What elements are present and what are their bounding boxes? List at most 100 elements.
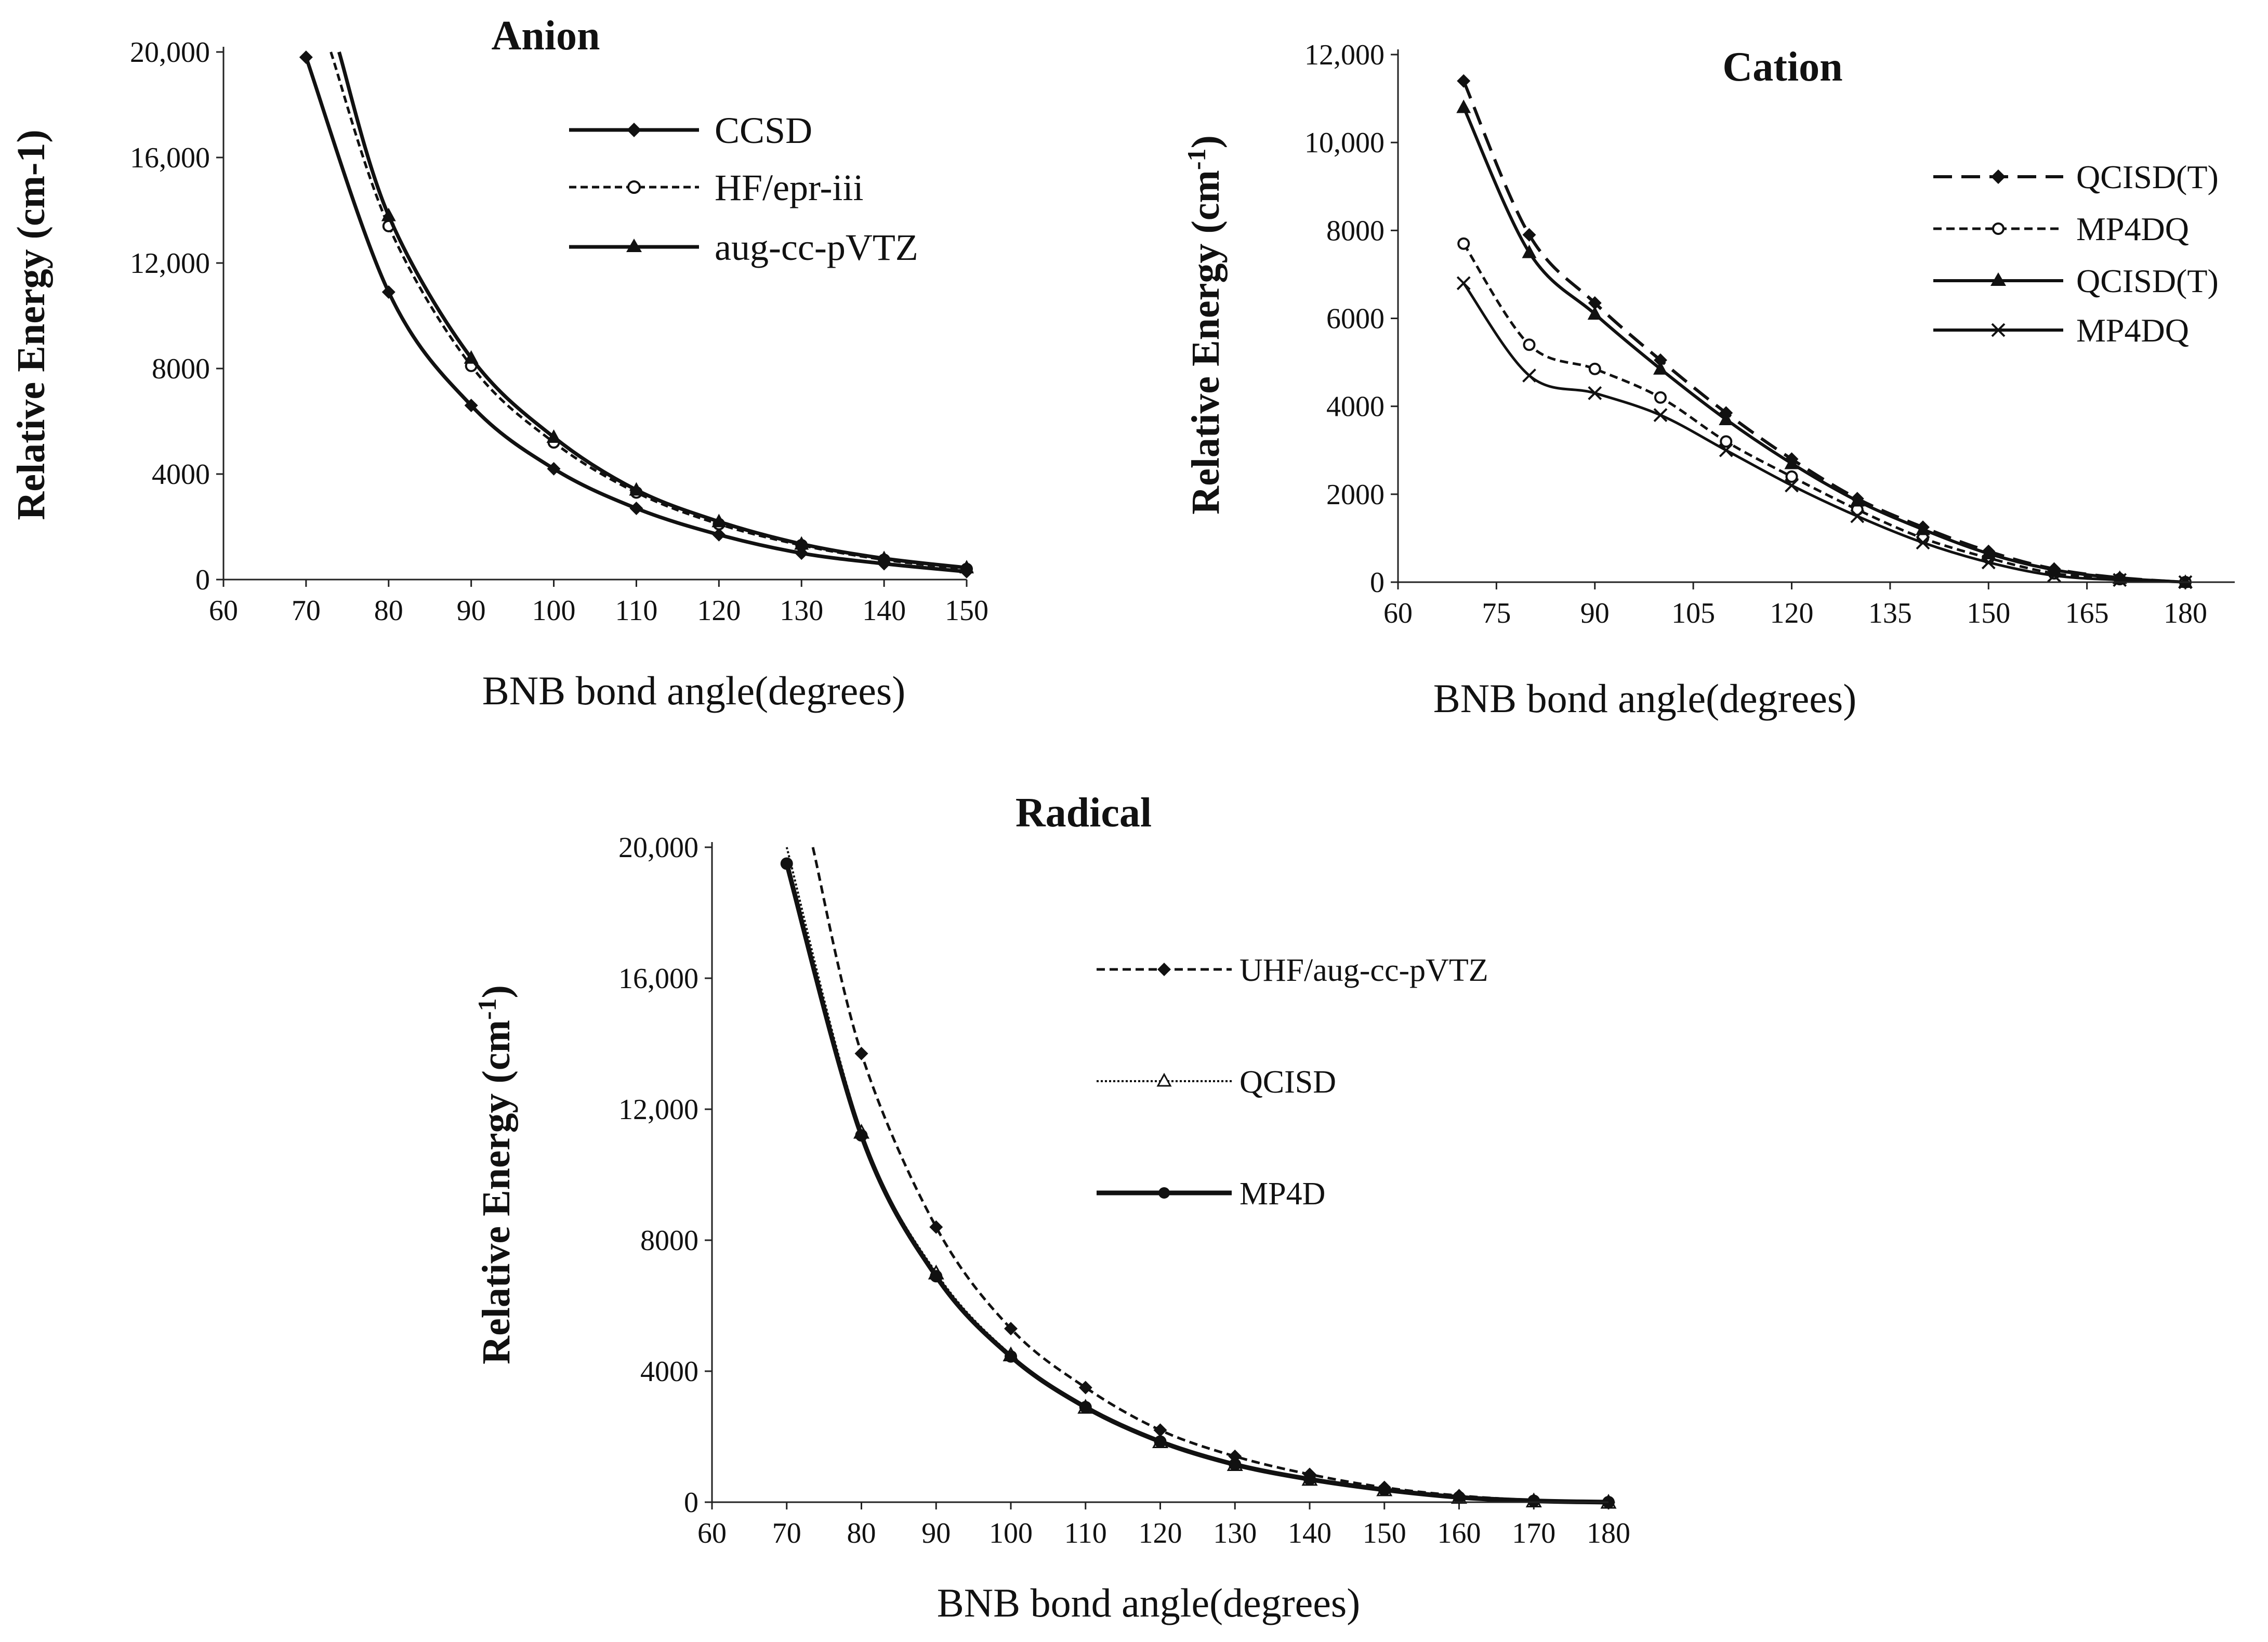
cation-series-0-qcisd-t-point [1588,296,1602,310]
cation-series-0-qcisd-t-point [1522,228,1536,242]
cation-series-0-qcisd-t-point [1654,353,1667,367]
cation-x-axis-title: BNB bond angle(degrees) [1433,676,1856,721]
cation-x-tick-label: 180 [2164,597,2207,629]
anion-chart: Anion Relative Energy (cm-1) BNB bond an… [9,13,988,713]
cation-series-1-mp4dq-point [1588,362,1601,375]
legend-label-qcisd-t-dashed: QCISD(T) [2076,159,2219,195]
radical-x-tick-label: 170 [1512,1517,1555,1549]
anion-x-tick-label: 60 [209,595,238,627]
legend-label-mp4d: MP4D [1240,1176,1325,1212]
radical-series-2-mp4d-point [1303,1473,1316,1486]
radical-x-tick-label: 100 [989,1517,1033,1549]
cation-x-tick-label: 120 [1770,597,1814,629]
radical-series-2-mp4d-point [855,1129,868,1142]
cation-y-axis-title-main: Relative Energy (cm [1184,170,1228,515]
anion-series-2-aug-cc-pvtz-point [959,560,974,574]
cation-series-3-mp4dq-point [1981,555,1996,570]
cation-series-3-mp4dq-point [1588,386,1602,400]
cation-series-2-qcisd-t-point [1522,244,1537,258]
radical-series-2-mp4d-point [1378,1483,1391,1496]
cation-series-1-mp4dq-point [1720,435,1733,448]
radical-x-tick-label: 160 [1438,1517,1481,1549]
legend-entry-qcisd-t-solid: QCISD(T) [1933,262,2219,299]
cation-series-3-mp4dq-point [1456,276,1471,291]
anion-series-2-aug-cc-pvtz-point [464,350,479,364]
legend-label-qcisd-t-solid: QCISD(T) [2076,262,2219,299]
legend-label-qcisd: QCISD [1240,1065,1336,1100]
anion-series [299,50,974,579]
cation-x-tick-label: 60 [1383,597,1413,629]
anion-y-tick-label: 16,000 [130,142,210,174]
cation-series-2-qcisd-t-point [1456,99,1471,113]
anion-x-tick-label: 90 [457,595,486,627]
radical-series-2-mp4d-point [1453,1491,1466,1504]
cation-series-3-mp4dq-point [1785,478,1799,493]
radical-x-tick-label: 110 [1064,1517,1107,1549]
anion-series-0-ccsd-point [629,501,643,515]
radical-series-2-mp4d-point [1154,1435,1167,1448]
cation-x-tick-label: 165 [2065,597,2109,629]
legend-label-uhf-aug-cc-pvtz: UHF/aug-cc-pVTZ [1240,953,1488,988]
radical-x-tick-label: 180 [1587,1517,1630,1549]
radical-x-tick-label: 90 [921,1517,951,1549]
radical-series-2-mp4d-line [784,863,1609,1505]
cation-series-3-mp4dq-point [2113,573,2127,587]
radical-series-0-uhf-aug-cc-pvtz-point [1153,1423,1167,1437]
legend-entry-mp4d: MP4D [1097,1176,1325,1212]
cation-series-3-mp4dq-point [1916,535,1930,550]
legend-marker-hf-epr-iii [627,180,641,194]
radical-y-axis-title-main: Relative Energy (cm [474,1020,518,1364]
cation-series-3-mp4dq-line [1462,282,2186,584]
legend-entry-mp4dq-dashed: MP4DQ [1933,211,2189,247]
radical-x-tick-label: 150 [1363,1517,1406,1549]
radical-series-0-uhf-aug-cc-pvtz-point [1004,1322,1018,1336]
anion-series-2-aug-cc-pvtz-point [546,429,561,443]
anion-x-tick-label: 100 [532,595,576,627]
cation-series-3-mp4dq-point [1653,408,1668,422]
radical-y-tick-label: 16,000 [618,963,698,995]
anion-legend: CCSD HF/epr-iii aug-cc-pVTZ [569,110,918,268]
radical-ticks: 60 70 80 90 100 110 120 130 140 150 160 170 180 0 4000… [618,832,1630,1549]
cation-series-2-qcisd-t-point [1850,493,1865,507]
radical-y-tick-label: 0 [684,1487,698,1519]
anion-x-tick-label: 150 [945,595,988,627]
radical-y-axis-title-sup: -1 [472,998,502,1020]
cation-y-axis-title: Relative Energy (cm-1) [1182,135,1228,515]
anion-title: Anion [492,13,600,59]
radical-legend: UHF/aug-cc-pVTZ QCISD MP4D [1097,953,1488,1212]
cation-y-axis-title-end: ) [1184,135,1228,148]
radical-x-tick-label: 60 [697,1517,727,1549]
anion-series-2-aug-cc-pvtz-point [711,514,727,528]
cation-series-2-qcisd-t-point [1784,455,1799,469]
legend-marker-ccsd [627,123,641,137]
legend-entry-uhf-aug-cc-pvtz: UHF/aug-cc-pVTZ [1097,953,1488,988]
legend-marker-qcisd [1156,1072,1172,1087]
cation-series-3-mp4dq-point [1850,509,1865,523]
cation-series-0-qcisd-t-point [1457,74,1471,88]
legend-entry-aug-cc-pvtz: aug-cc-pVTZ [569,227,918,268]
radical-x-tick-label: 120 [1139,1517,1182,1549]
radical-series-0-uhf-aug-cc-pvtz-point [854,1046,868,1060]
legend-marker-mp4dq-dashed [1992,222,2005,235]
cation-series-1-mp4dq-line [1462,243,2186,584]
radical-y-tick-label: 4000 [640,1356,698,1388]
legend-entry-qcisd: QCISD [1097,1065,1336,1100]
cation-y-tick-label: 6000 [1326,303,1384,335]
anion-x-axis-title: BNB bond angle(degrees) [482,668,905,713]
radical-series-2-mp4d-point [1527,1494,1540,1507]
cation-x-tick-label: 75 [1482,597,1511,629]
anion-series-0-ccsd-point [464,399,478,413]
cation-series-3-mp4dq-point [1719,443,1733,457]
anion-y-axis-title: Relative Energy (cm-1) [9,129,53,520]
legend-entry-ccsd: CCSD [569,110,812,151]
anion-x-tick-label: 110 [615,595,657,627]
legend-entry-qcisd-t-dashed: QCISD(T) [1933,159,2219,195]
legend-marker-mp4d [1158,1187,1170,1199]
cation-series-3-mp4dq-point [1522,369,1536,383]
cation-x-tick-label: 135 [1868,597,1912,629]
anion-series-2-aug-cc-pvtz-point [629,482,644,496]
radical-series-2-mp4d-point [780,857,793,870]
legend-label-mp4dq-solid: MP4DQ [2076,312,2189,349]
cation-series-2-qcisd-t-point [1719,412,1734,426]
anion-y-tick-label: 4000 [152,458,210,491]
